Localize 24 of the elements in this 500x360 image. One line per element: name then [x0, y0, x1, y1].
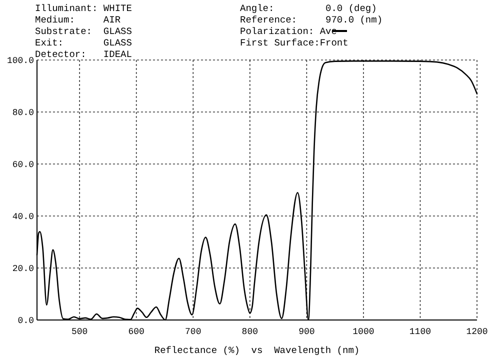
- y-tick-label: 20.0: [12, 264, 34, 274]
- text: First Surface:Front: [240, 38, 348, 48]
- y-tick-label: 60.0: [12, 160, 34, 170]
- x-tick-label: 500: [71, 327, 88, 337]
- x-tick-label: 600: [128, 327, 144, 337]
- line-series: [36, 60, 478, 321]
- text: Substrate: GLASS: [35, 26, 132, 37]
- y-tick-label: 100.0: [6, 56, 34, 66]
- x-tick-label: 1000: [352, 327, 374, 337]
- y-tick-label: 80.0: [12, 108, 34, 118]
- x-tick-label: 1200: [466, 327, 488, 337]
- y-tick-label: 40.0: [12, 212, 34, 222]
- x-tick-label: 700: [185, 327, 202, 337]
- x-tick-label: 1100: [409, 327, 432, 337]
- x-tick-label: 800: [242, 327, 258, 337]
- x-axis-title: Reflectance (%) vs Wavelength (nm): [154, 345, 360, 356]
- y-tick-label: 0.0: [18, 316, 34, 326]
- text: Medium: AIR: [35, 14, 121, 26]
- text: Illuminant: WHITE: [35, 3, 132, 14]
- text: Exit: GLASS: [35, 38, 132, 48]
- text: Reference: 970.0 (nm): [240, 14, 383, 26]
- text: Angle: 0.0 (deg): [240, 3, 377, 14]
- x-tick-label: 900: [298, 327, 315, 337]
- annotation: Detector: IDEAL: [35, 49, 132, 60]
